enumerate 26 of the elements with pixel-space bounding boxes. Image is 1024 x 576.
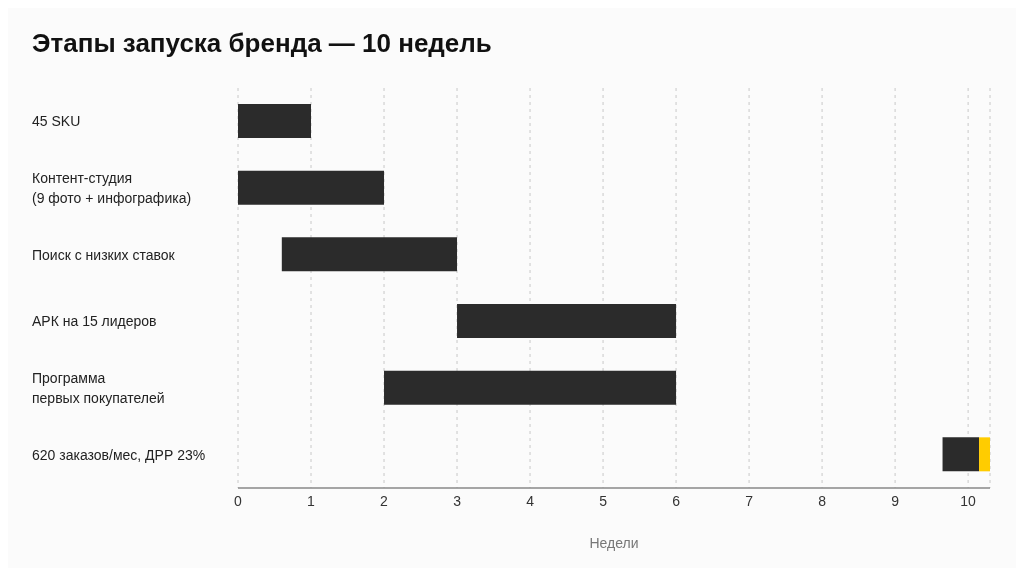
bar bbox=[979, 437, 990, 472]
x-tick-label: 9 bbox=[891, 492, 900, 509]
x-tick-label: 8 bbox=[818, 492, 827, 509]
y-tick-label: Поиск с низких ставок bbox=[32, 246, 176, 263]
bar bbox=[281, 237, 458, 272]
y-tick-label: Программа первых покупателей bbox=[32, 370, 165, 406]
x-tick-label: 5 bbox=[599, 492, 608, 509]
x-tick-label: 10 bbox=[960, 492, 977, 509]
bar bbox=[238, 170, 385, 205]
x-tick-label: 6 bbox=[672, 492, 681, 509]
y-tick-label: 45 SKU bbox=[32, 113, 81, 130]
bar bbox=[457, 304, 677, 338]
x-axis-title: Недели bbox=[589, 535, 639, 551]
y-tick-label: 620 заказов/мес, ДРР 23% bbox=[32, 446, 206, 463]
x-tick-label: 2 bbox=[380, 492, 389, 509]
x-tick-label: 4 bbox=[526, 492, 535, 509]
x-tick-label: 1 bbox=[307, 492, 316, 509]
x-tick-label: 3 bbox=[453, 492, 462, 509]
x-tick-label: 0 bbox=[234, 492, 243, 509]
y-tick-label: АРК на 15 лидеров bbox=[32, 313, 157, 330]
chart-title: Этапы запуска бренда — 10 недель bbox=[32, 28, 492, 59]
y-tick-label: Контент-студия (9 фото + инфографика) bbox=[32, 170, 192, 206]
bar bbox=[238, 104, 312, 138]
x-tick-label: 7 bbox=[745, 492, 754, 509]
bar bbox=[942, 437, 980, 472]
bar bbox=[384, 370, 677, 405]
